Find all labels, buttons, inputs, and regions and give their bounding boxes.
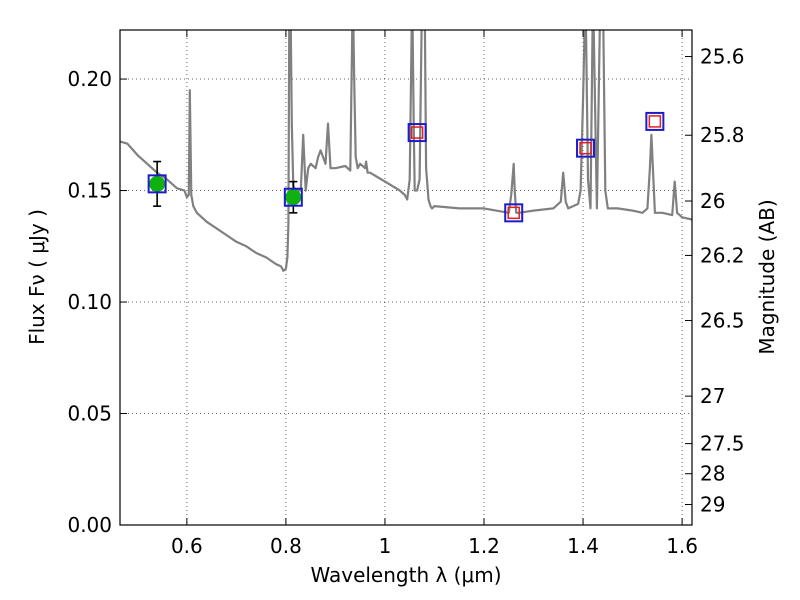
model-point: [407, 123, 427, 143]
grid: [120, 30, 692, 525]
marker-layer: [147, 111, 665, 223]
mag-tick-label: 25.8: [700, 123, 745, 147]
predicted-point: [648, 115, 662, 128]
predicted-point: [507, 206, 520, 220]
model-point: [283, 187, 303, 207]
x-axis-label: Wavelength λ (μm): [310, 563, 501, 587]
y-tick-label: 0.00: [67, 513, 112, 537]
mag-tick-label: 29: [700, 492, 725, 516]
x-tick-label: 1.6: [666, 534, 698, 558]
observed-point: [149, 175, 166, 192]
mag-tick-label: 27.5: [700, 432, 745, 456]
x-tick-label: 0.8: [270, 534, 302, 558]
plot-frame: [119, 29, 693, 526]
observed-point: [285, 189, 302, 206]
y-tick-label: 0.20: [67, 67, 112, 91]
y-axis-label: Flux Fν ( μJy ): [25, 209, 49, 345]
x-tick-label: 1.2: [468, 534, 500, 558]
predicted-point: [410, 126, 424, 139]
y-tick-label: 0.15: [67, 179, 112, 203]
predicted-point: [579, 141, 592, 155]
mag-tick-label: 28: [700, 462, 725, 486]
y-tick-label: 0.05: [67, 402, 112, 426]
mag-tick-label: 26.5: [700, 309, 745, 333]
x-tick-label: 0.6: [171, 534, 203, 558]
mag-tick-label: 26.2: [700, 243, 745, 267]
spectrum-layer: [120, 30, 692, 272]
spectrum-line: [120, 30, 692, 272]
model-point: [504, 203, 524, 223]
model-point: [147, 174, 167, 194]
right-axis-label: Magnitude (AB): [755, 199, 779, 354]
model-point: [576, 138, 596, 158]
x-tick-label: 1: [379, 534, 392, 558]
ticks: 0.6 0.8 1 1.2 1.4 1.6 0.00 0.05 0.10 0.15 0.20 25.6…: [67, 30, 745, 558]
mag-tick-label: 26: [700, 189, 725, 213]
mag-tick-label: 27: [700, 384, 725, 408]
x-tick-label: 1.4: [567, 534, 599, 558]
y-tick-label: 0.10: [67, 290, 112, 314]
model-point: [645, 111, 665, 131]
mag-tick-label: 25.6: [700, 45, 745, 69]
